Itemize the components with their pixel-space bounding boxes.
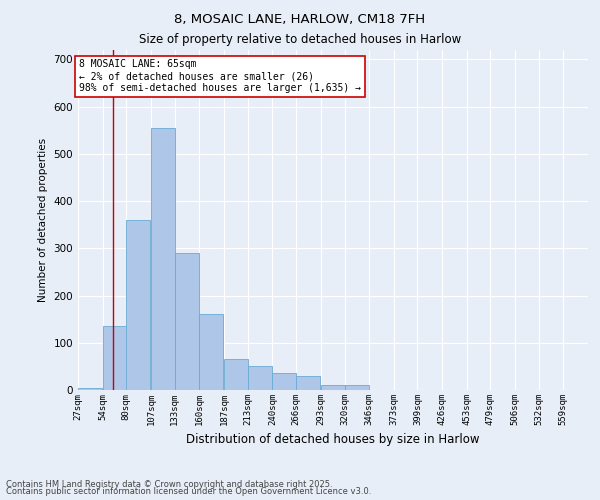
Bar <box>248 366 272 390</box>
Text: Contains public sector information licensed under the Open Government Licence v3: Contains public sector information licen… <box>6 488 371 496</box>
Text: Size of property relative to detached houses in Harlow: Size of property relative to detached ho… <box>139 32 461 46</box>
Y-axis label: Number of detached properties: Number of detached properties <box>38 138 48 302</box>
Bar <box>151 128 175 390</box>
Bar <box>272 374 296 390</box>
Bar <box>103 326 127 390</box>
Bar <box>296 376 320 390</box>
Text: 8 MOSAIC LANE: 65sqm
← 2% of detached houses are smaller (26)
98% of semi-detach: 8 MOSAIC LANE: 65sqm ← 2% of detached ho… <box>79 60 361 92</box>
Bar <box>199 314 223 390</box>
Text: 8, MOSAIC LANE, HARLOW, CM18 7FH: 8, MOSAIC LANE, HARLOW, CM18 7FH <box>175 12 425 26</box>
X-axis label: Distribution of detached houses by size in Harlow: Distribution of detached houses by size … <box>186 434 480 446</box>
Bar <box>78 388 102 390</box>
Bar <box>127 220 151 390</box>
Bar <box>175 253 199 390</box>
Text: Contains HM Land Registry data © Crown copyright and database right 2025.: Contains HM Land Registry data © Crown c… <box>6 480 332 489</box>
Bar <box>224 360 248 390</box>
Bar <box>320 386 345 390</box>
Bar <box>346 386 370 390</box>
